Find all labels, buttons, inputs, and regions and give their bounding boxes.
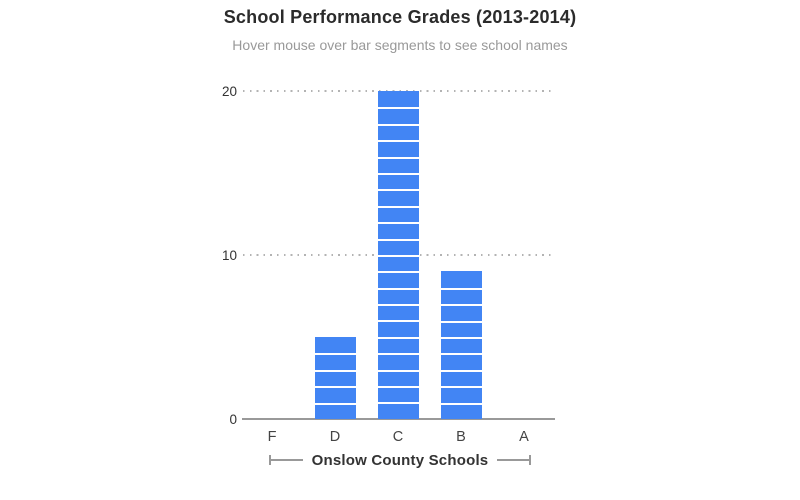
y-tick-label-20: 20	[221, 83, 237, 99]
bar-segment[interactable]	[377, 369, 419, 387]
bar-segment[interactable]	[377, 304, 419, 321]
bar-segment[interactable]	[377, 287, 419, 305]
x-tick-label-A: A	[519, 429, 529, 445]
bar-segment[interactable]	[314, 386, 356, 403]
bar-segment[interactable]	[377, 123, 419, 141]
bracket-right-line	[497, 459, 530, 461]
bar-segment[interactable]	[377, 140, 419, 157]
bar-segment[interactable]	[314, 402, 356, 419]
bar-segment[interactable]	[377, 107, 419, 124]
bar-segment[interactable]	[377, 91, 419, 108]
x-tick-label-B: B	[456, 429, 466, 445]
bar-segment[interactable]	[314, 369, 356, 387]
bar-segment[interactable]	[377, 336, 419, 354]
bar-segment[interactable]	[377, 156, 419, 173]
bar-segment[interactable]	[440, 336, 482, 354]
bar-B	[440, 271, 482, 419]
x-tick-label-C: C	[392, 429, 404, 445]
bar-C	[377, 91, 419, 419]
x-axis-caption: Onslow County Schools	[0, 451, 800, 469]
bar-segment[interactable]	[440, 304, 482, 321]
bar-segment[interactable]	[377, 254, 419, 272]
chart-subtitle: Hover mouse over bar segments to see sch…	[232, 37, 568, 53]
gridline-20	[243, 90, 553, 92]
bar-segment[interactable]	[440, 369, 482, 387]
x-tick-label-D: D	[329, 429, 341, 445]
bar-segment[interactable]	[440, 402, 482, 419]
bar-segment[interactable]	[377, 353, 419, 370]
bar-segment[interactable]	[377, 320, 419, 337]
x-tick-label-F: F	[267, 429, 277, 445]
bar-segment[interactable]	[377, 189, 419, 206]
bar-segment[interactable]	[377, 172, 419, 190]
x-axis-title: Onslow County Schools	[311, 451, 489, 469]
bar-segment[interactable]	[377, 205, 419, 223]
bracket-right	[497, 455, 531, 465]
y-tick-label-10: 10	[221, 247, 237, 263]
x-axis-line	[242, 418, 555, 420]
bar-segment[interactable]	[440, 386, 482, 403]
bar-segment[interactable]	[314, 353, 356, 370]
bar-D	[314, 337, 356, 419]
y-tick-label-0: 0	[229, 411, 237, 427]
bar-segment[interactable]	[440, 320, 482, 337]
bar-segment[interactable]	[377, 222, 419, 239]
chart-title: School Performance Grades (2013-2014)	[223, 7, 577, 27]
bracket-right-tick	[529, 455, 531, 465]
bracket-left-line	[270, 459, 303, 461]
bar-segment[interactable]	[314, 337, 356, 354]
bar-segment[interactable]	[440, 271, 482, 288]
bracket-left-tick	[269, 455, 271, 465]
bar-segment[interactable]	[440, 287, 482, 305]
bar-segment[interactable]	[377, 386, 419, 403]
bar-segment[interactable]	[377, 402, 419, 419]
bracket-left	[269, 455, 303, 465]
bar-segment[interactable]	[377, 238, 419, 255]
bar-segment[interactable]	[377, 271, 419, 288]
bar-segment[interactable]	[440, 353, 482, 370]
